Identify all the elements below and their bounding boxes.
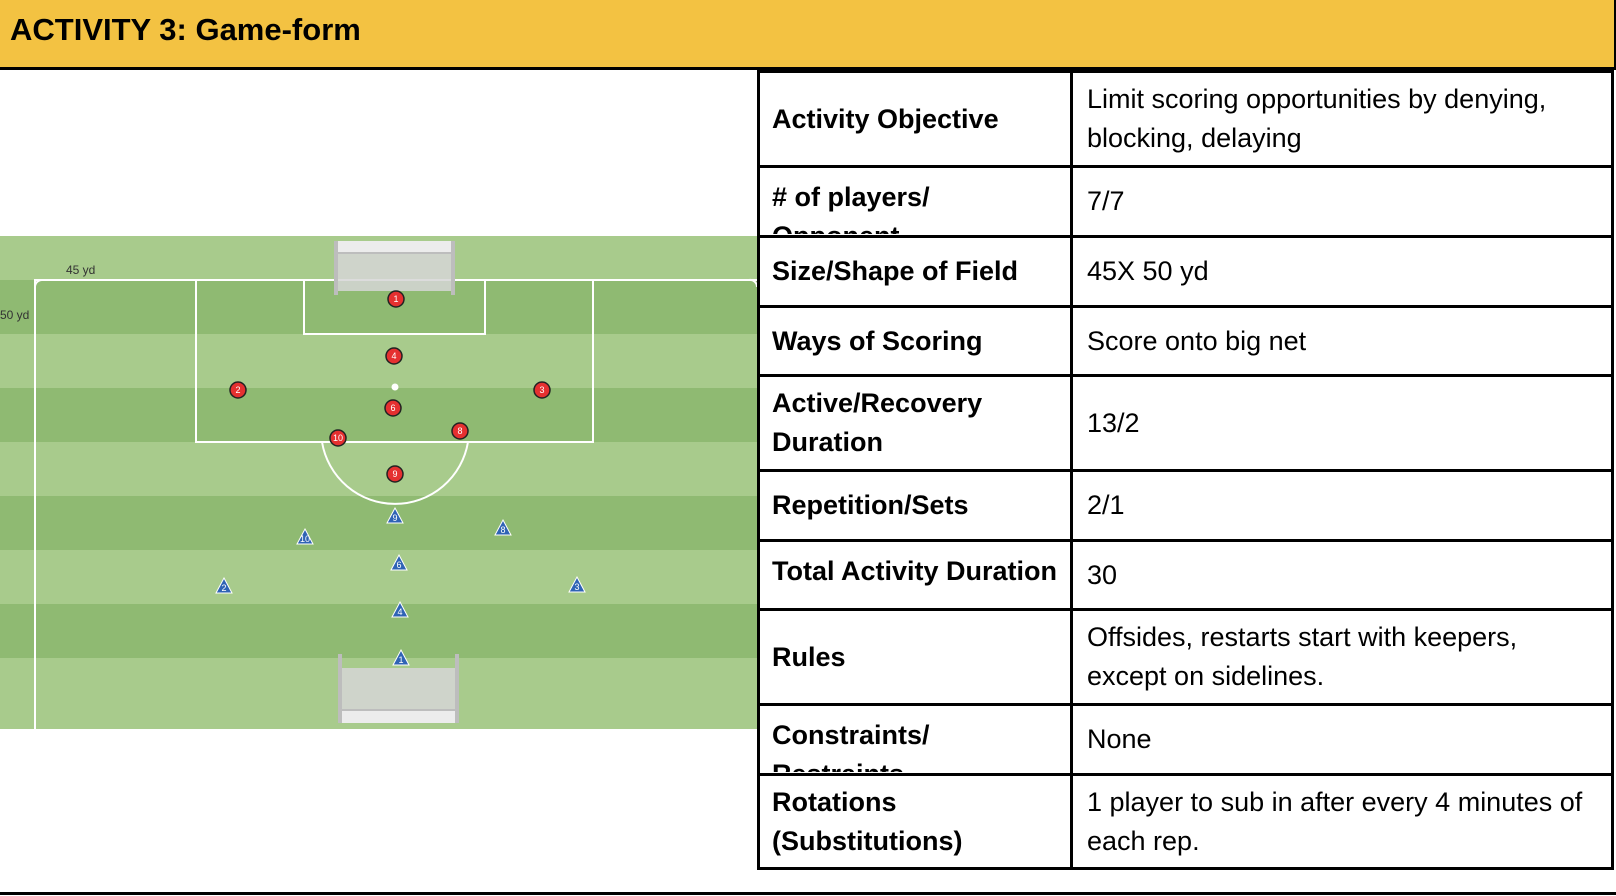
svg-text:1: 1 — [398, 655, 403, 665]
field-diagram-panel: 45 yd 50 yd 1 4 2 6 3 10 8 9 9 8 10 6 2 … — [0, 70, 757, 892]
row-label: Active/Recovery Duration — [757, 374, 1073, 472]
field-length-label: 50 yd — [0, 308, 29, 322]
row-value: Offsides, restarts start with keepers, e… — [1070, 608, 1614, 706]
svg-text:8: 8 — [500, 525, 505, 535]
red-player: 9 — [386, 465, 404, 483]
row-value: 7/7 — [1070, 165, 1614, 238]
table-row: # of players/ Opponent 7/7 — [757, 165, 1614, 238]
row-label: Constraints/ Restraints — [757, 703, 1073, 776]
top-goal — [334, 241, 455, 295]
field-width-label: 45 yd — [66, 263, 95, 277]
activity-title: ACTIVITY 3: Game-form — [10, 12, 361, 47]
table-row: Ways of Scoring Score onto big net — [757, 305, 1614, 377]
table-row: Total Activity Duration 30 — [757, 539, 1614, 611]
svg-text:8: 8 — [457, 426, 462, 436]
svg-text:2: 2 — [221, 583, 226, 593]
table-row: Activity Objective Limit scoring opportu… — [757, 70, 1614, 168]
table-row: Rotations (Substitutions) 1 player to su… — [757, 773, 1614, 870]
svg-text:4: 4 — [397, 607, 402, 617]
blue-player: 4 — [391, 600, 409, 618]
red-player: 3 — [533, 381, 551, 399]
svg-text:4: 4 — [391, 351, 396, 361]
bottom-border — [0, 892, 1616, 895]
bottom-goal — [338, 654, 459, 723]
activity-header: ACTIVITY 3: Game-form — [0, 0, 1616, 70]
blue-player: 10 — [296, 527, 314, 545]
table-row: Rules Offsides, restarts start with keep… — [757, 608, 1614, 706]
blue-team: 9 8 10 6 2 3 4 1 — [215, 506, 586, 666]
row-value: 13/2 — [1070, 374, 1614, 472]
blue-player: 3 — [568, 575, 586, 593]
blue-player: 6 — [390, 553, 408, 571]
svg-text:9: 9 — [392, 513, 397, 523]
red-player: 8 — [451, 422, 469, 440]
blue-player: 2 — [215, 576, 233, 594]
svg-text:10: 10 — [300, 534, 310, 544]
row-value: Limit scoring opportunities by denying, … — [1070, 70, 1614, 168]
row-value: 30 — [1070, 539, 1614, 611]
svg-text:6: 6 — [396, 560, 401, 570]
soccer-field-diagram: 45 yd 50 yd 1 4 2 6 3 10 8 9 9 8 10 6 2 … — [0, 236, 757, 729]
svg-text:2: 2 — [235, 385, 240, 395]
blue-player: 1 — [392, 648, 410, 666]
row-value: 2/1 — [1070, 469, 1614, 542]
blue-player: 8 — [494, 518, 512, 536]
row-value: 45X 50 yd — [1070, 235, 1614, 308]
row-label: Repetition/Sets — [757, 469, 1073, 542]
red-player: 6 — [384, 399, 402, 417]
row-label: Rotations (Substitutions) — [757, 773, 1073, 870]
red-player: 1 — [387, 290, 405, 308]
row-value: 1 player to sub in after every 4 minutes… — [1070, 773, 1614, 870]
table-row: Size/Shape of Field 45X 50 yd — [757, 235, 1614, 308]
table-row: Active/Recovery Duration 13/2 — [757, 374, 1614, 472]
row-label: # of players/ Opponent — [757, 165, 1073, 238]
row-label: Size/Shape of Field — [757, 235, 1073, 308]
svg-text:9: 9 — [392, 469, 397, 479]
row-label: Activity Objective — [757, 70, 1073, 168]
blue-player: 9 — [386, 506, 404, 524]
row-label: Rules — [757, 608, 1073, 706]
svg-text:3: 3 — [574, 582, 579, 592]
table-row: Constraints/ Restraints None — [757, 703, 1614, 776]
svg-text:10: 10 — [333, 433, 343, 443]
activity-details-table: Activity Objective Limit scoring opportu… — [757, 70, 1614, 870]
svg-text:6: 6 — [390, 403, 395, 413]
red-player: 10 — [329, 429, 347, 447]
row-label: Ways of Scoring — [757, 305, 1073, 377]
red-player: 2 — [229, 381, 247, 399]
row-value: Score onto big net — [1070, 305, 1614, 377]
svg-text:3: 3 — [539, 385, 544, 395]
red-player: 4 — [385, 347, 403, 365]
row-value: None — [1070, 703, 1614, 776]
red-team: 1 4 2 6 3 10 8 9 — [229, 290, 551, 483]
svg-text:1: 1 — [393, 294, 398, 304]
row-label: Total Activity Duration — [757, 539, 1073, 611]
table-row: Repetition/Sets 2/1 — [757, 469, 1614, 542]
